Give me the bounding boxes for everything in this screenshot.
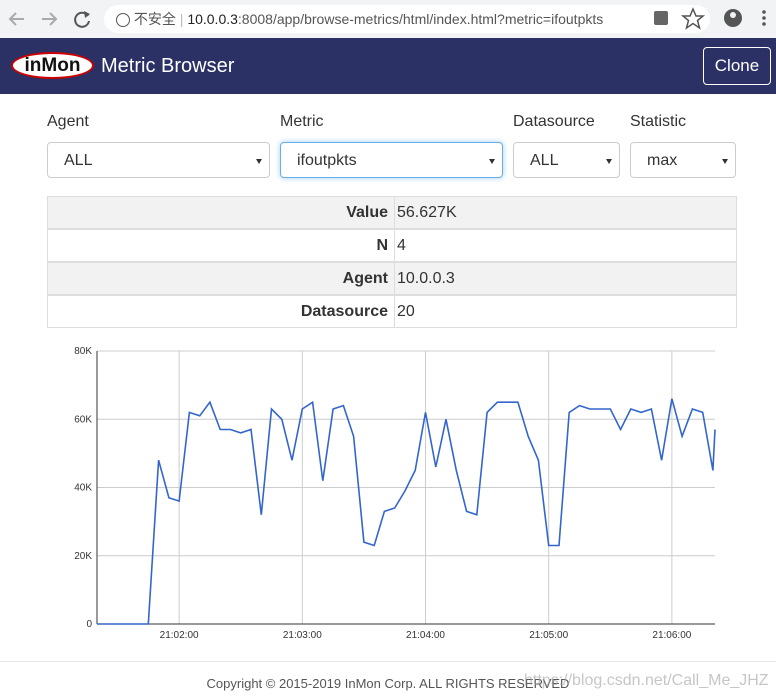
browser-chrome: 不安全 | 10.0.0.3:8008/app/browse-metrics/h… <box>0 0 776 38</box>
series-line <box>97 398 716 625</box>
field-label: Datasource <box>513 113 595 130</box>
y-tick-label: 60K <box>74 414 92 425</box>
row-key: Agent <box>48 263 395 294</box>
x-tick-label: 21:04:00 <box>406 630 445 641</box>
y-tick-label: 80K <box>74 346 92 357</box>
security-label: 不安全 <box>133 11 176 27</box>
footer-rule <box>0 661 776 662</box>
x-tick-label: 21:05:00 <box>529 630 568 641</box>
footer: Copyright © 2015-2019 InMon Corp. ALL RI… <box>206 676 570 691</box>
y-tick-label: 0 <box>86 619 92 630</box>
logo[interactable]: inMon <box>11 52 94 79</box>
row-value: 20 <box>397 303 415 320</box>
x-tick-label: 21:02:00 <box>160 630 199 641</box>
url-host: 10.0.0.3 <box>187 11 238 27</box>
x-tick-label: 21:06:00 <box>652 630 691 641</box>
row-key: Value <box>48 197 395 228</box>
row-value: 10.0.0.3 <box>397 270 455 287</box>
row-value: 4 <box>397 237 406 254</box>
app-title: Metric Browser <box>101 55 235 77</box>
select[interactable]: ALL <box>513 142 620 178</box>
select[interactable]: max <box>630 142 736 178</box>
nav-buttons <box>8 11 90 28</box>
row-key: Datasource <box>48 296 395 327</box>
select[interactable]: ALL <box>47 142 270 178</box>
select[interactable]: ifoutpkts <box>280 142 503 178</box>
y-tick-label: 20K <box>74 551 92 562</box>
row-key: N <box>48 230 395 261</box>
field-label: Statistic <box>630 113 687 130</box>
table-row: Value 56.627K <box>47 196 737 229</box>
toolbar-icons <box>654 7 766 30</box>
x-tick-label: 21:03:00 <box>283 630 322 641</box>
table-row: Agent 10.0.0.3 <box>47 262 737 295</box>
row-value: 56.627K <box>397 204 457 221</box>
y-tick-label: 40K <box>74 483 92 494</box>
watermark: https://blog.csdn.net/Call_Me_JHZ <box>524 672 769 689</box>
table-row: Datasource 20 <box>47 295 737 328</box>
field-label: Metric <box>280 113 324 130</box>
url-bar[interactable]: 不安全 | 10.0.0.3:8008/app/browse-metrics/h… <box>104 5 710 33</box>
clone-button[interactable]: Clone <box>703 47 771 85</box>
navbar: inMon Metric Browser Clone <box>0 38 776 94</box>
url-path: :8008/app/browse-metrics/html/index.html… <box>237 11 604 27</box>
field-label: Agent <box>47 113 89 130</box>
